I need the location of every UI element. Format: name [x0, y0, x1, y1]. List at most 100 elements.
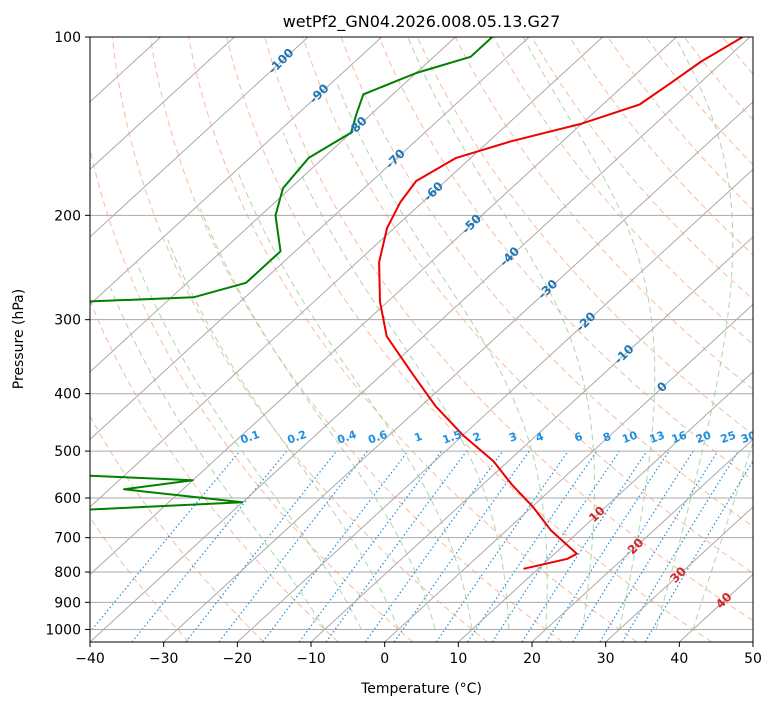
y-axis-label: Pressure (hPa) — [11, 289, 27, 389]
mixing-ratio-label: 0.4 — [336, 428, 359, 447]
isotherm-line — [90, 37, 383, 306]
x-tick-label: 10 — [449, 651, 467, 667]
isotherm-line — [90, 37, 309, 238]
x-tick-label: −10 — [296, 651, 326, 667]
mixing-ratio-line — [90, 450, 241, 633]
mixing-ratio-lines — [90, 450, 753, 642]
profile-lines — [90, 37, 744, 570]
mixing-ratio-line — [298, 450, 443, 642]
mixing-ratio-label: 6 — [573, 430, 585, 445]
y-tick-label: 800 — [54, 565, 81, 581]
mixing-ratio-label: 16 — [670, 428, 689, 446]
moist-adiabat — [336, 83, 548, 630]
mixing-ratio-label: 1 — [413, 430, 425, 445]
isotherms — [90, 37, 753, 642]
mixing-ratio-line — [466, 450, 598, 642]
isotherm-line — [531, 438, 753, 642]
dry-adiabat — [111, 37, 488, 642]
moist-adiabat — [237, 173, 473, 630]
isotherm-line — [310, 236, 753, 642]
dewpoint-profile-line — [90, 37, 493, 511]
chart-title: wetPf2_GN04.2026.008.05.13.G27 — [283, 12, 561, 32]
mixing-ratio-line — [545, 450, 670, 642]
dry-adiabat — [226, 37, 712, 642]
mixing-ratio-label: 1.5 — [441, 428, 464, 447]
dry-adiabat — [264, 37, 753, 622]
plot-frame — [89, 36, 754, 643]
x-tick-label: 20 — [523, 651, 541, 667]
y-tick-label: 600 — [54, 491, 81, 507]
y-tick-label: 900 — [54, 595, 81, 611]
y-tick-label: 200 — [54, 208, 81, 224]
isotherm-line — [90, 37, 677, 576]
isotherm-line — [457, 371, 753, 642]
dry-adiabat — [493, 37, 753, 345]
mixing-ratio-line — [131, 450, 288, 642]
mixing-ratio-label: 13 — [648, 429, 667, 446]
isotherm-line — [90, 37, 751, 642]
mixing-ratio-label: 0.6 — [366, 428, 389, 447]
isotherm-line — [90, 37, 604, 508]
dry-adiabat — [90, 146, 414, 642]
dry-adiabats — [90, 37, 753, 642]
mixing-ratio-line — [621, 450, 739, 642]
moist-adiabat — [522, 37, 656, 630]
mixing-ratio-label: 10 — [620, 428, 639, 446]
x-tick-label: 50 — [744, 651, 762, 667]
dry-adiabat — [416, 37, 753, 436]
y-tick-label: 100 — [54, 30, 81, 46]
y-tick-label: 400 — [54, 387, 81, 403]
dry-adiabat — [454, 37, 753, 390]
moist-adiabat — [110, 287, 326, 630]
mixing-ratio-line — [262, 450, 409, 642]
mixing-ratio-line — [435, 450, 569, 642]
moist-adiabat — [655, 37, 734, 630]
isotherm-line — [163, 101, 753, 642]
x-tick-label: 40 — [670, 651, 688, 667]
mixing-ratio-line — [521, 450, 648, 642]
y-tick-label: 300 — [54, 313, 81, 329]
temperature-profile-line — [378, 37, 744, 570]
mixing-ratio-label: 0.2 — [286, 428, 309, 447]
y-tick-label: 700 — [54, 531, 81, 547]
mixing-ratio-label: 2 — [471, 430, 483, 445]
isotherm-line — [90, 37, 235, 171]
mixing-ratio-label: 8 — [601, 430, 613, 445]
x-tick-label: 30 — [597, 651, 615, 667]
dry-adiabat — [302, 37, 753, 574]
isotherm-line — [605, 506, 753, 642]
moist-adiabat — [200, 208, 436, 630]
moist-adiabats — [110, 37, 753, 630]
dry-adiabat — [531, 37, 753, 301]
mixing-ratio-line — [599, 450, 719, 642]
moist-adiabat — [282, 132, 510, 630]
mixing-ratio-label: 25 — [719, 429, 738, 446]
dry-adiabat — [90, 414, 264, 642]
isotherm-line — [90, 37, 530, 441]
mixing-ratio-line — [364, 450, 504, 642]
dry-adiabat — [378, 37, 753, 481]
mixing-ratio-label: 4 — [534, 430, 546, 445]
y-tick-label: 1000 — [45, 622, 81, 638]
y-tick-label: 500 — [54, 444, 81, 460]
mixing-ratio-label: 3 — [507, 430, 519, 445]
x-tick-label: 0 — [380, 651, 389, 667]
dry-adiabat — [149, 37, 563, 642]
mixing-ratio-line — [325, 450, 468, 642]
mixing-ratio-label: 20 — [694, 428, 713, 446]
isotherm-line — [236, 168, 753, 642]
isotherm-line — [384, 303, 753, 642]
mixing-ratio-label: 30 — [739, 428, 758, 446]
moist-adiabat — [692, 440, 753, 630]
dry-adiabat — [187, 37, 638, 642]
axes: −40 −30 −20 −10 0 10 20 30 40 5010020030040050060… — [45, 30, 762, 667]
x-tick-label: −30 — [149, 651, 179, 667]
x-axis-label: Temperature (°C) — [360, 681, 482, 697]
isotherm-line — [90, 37, 456, 373]
moist-adiabat — [136, 262, 362, 630]
moist-adiabat — [407, 37, 595, 630]
dry-adiabat — [340, 37, 753, 528]
x-tick-label: −40 — [75, 651, 105, 667]
